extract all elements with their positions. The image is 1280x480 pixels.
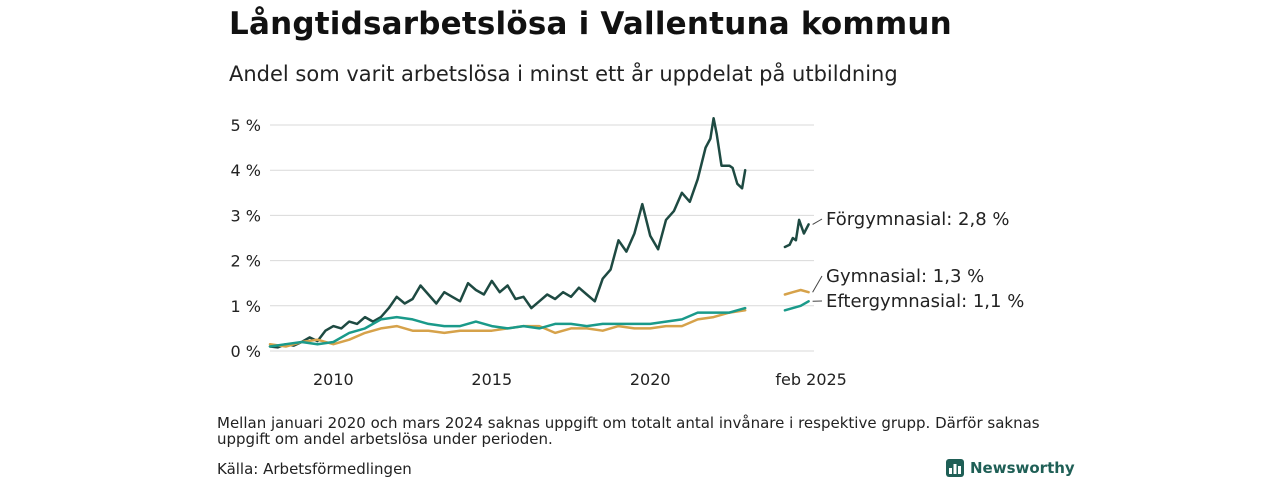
footnote: Mellan januari 2020 och mars 2024 saknas… bbox=[217, 414, 1040, 448]
x-tick-label: 2020 bbox=[630, 370, 671, 389]
series-line bbox=[783, 288, 810, 296]
line-chart: 0 %1 %2 %3 %4 %5 % 2010 2015 2020 feb 2025 … bbox=[231, 116, 1025, 389]
brand-name: Newsworthy bbox=[970, 459, 1075, 477]
x-axis: 2010 2015 2020 feb 2025 bbox=[313, 370, 847, 389]
y-tick-label: 5 % bbox=[231, 116, 261, 135]
bar-chart-icon bbox=[946, 459, 964, 477]
newsworthy-logo[interactable]: Newsworthy bbox=[946, 458, 1075, 478]
series-labels: Förgymnasial: 2,8 % Gymnasial: 1,3 % Efter… bbox=[812, 209, 1024, 312]
source-credit: Källa: Arbetsförmedlingen bbox=[217, 460, 412, 478]
series-line bbox=[268, 116, 747, 349]
series-line bbox=[783, 218, 810, 249]
series-label: Eftergymnasial: 1,1 % bbox=[826, 291, 1024, 312]
y-tick-label: 1 % bbox=[231, 297, 261, 316]
chart-title: Långtidsarbetslösa i Vallentuna kommun bbox=[229, 6, 952, 42]
chart-subtitle: Andel som varit arbetslösa i minst ett å… bbox=[229, 62, 898, 86]
label-connector bbox=[812, 275, 823, 293]
series-line bbox=[783, 300, 810, 312]
x-tick-label: feb 2025 bbox=[775, 370, 846, 389]
x-tick-label: 2010 bbox=[313, 370, 354, 389]
series-line bbox=[268, 306, 747, 348]
series-label: Gymnasial: 1,3 % bbox=[826, 266, 984, 287]
y-tick-label: 3 % bbox=[231, 206, 261, 225]
label-connector bbox=[812, 218, 823, 225]
y-tick-label: 0 % bbox=[231, 342, 261, 361]
y-tick-label: 2 % bbox=[231, 252, 261, 271]
x-tick-label: 2015 bbox=[471, 370, 512, 389]
gridlines bbox=[270, 124, 814, 352]
series-lines bbox=[268, 116, 810, 349]
series-label: Förgymnasial: 2,8 % bbox=[826, 209, 1010, 230]
y-tick-label: 4 % bbox=[231, 161, 261, 180]
y-axis: 0 % 1 % 2 % 3 % 4 % 5 % bbox=[231, 116, 261, 361]
